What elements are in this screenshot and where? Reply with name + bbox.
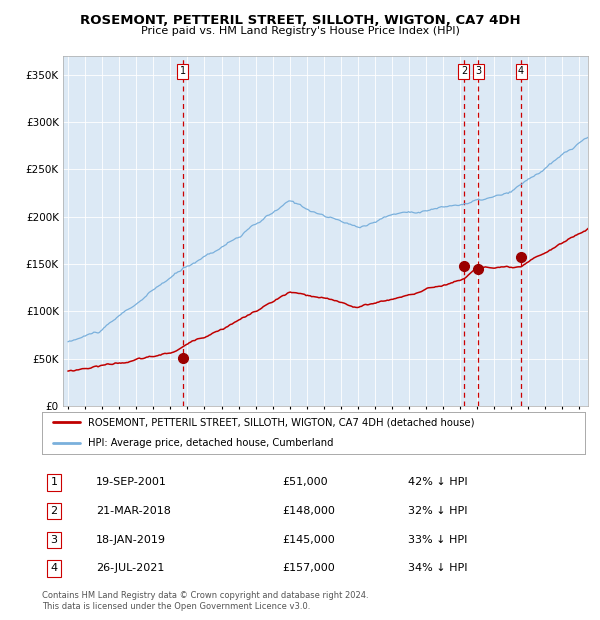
Text: ROSEMONT, PETTERIL STREET, SILLOTH, WIGTON, CA7 4DH: ROSEMONT, PETTERIL STREET, SILLOTH, WIGT… (80, 14, 520, 27)
Text: 32% ↓ HPI: 32% ↓ HPI (408, 506, 467, 516)
Text: 21-MAR-2018: 21-MAR-2018 (96, 506, 171, 516)
Text: 18-JAN-2019: 18-JAN-2019 (96, 535, 166, 545)
Text: 3: 3 (475, 66, 481, 76)
Text: Contains HM Land Registry data © Crown copyright and database right 2024.
This d: Contains HM Land Registry data © Crown c… (42, 591, 368, 611)
Text: £145,000: £145,000 (282, 535, 335, 545)
Text: HPI: Average price, detached house, Cumberland: HPI: Average price, detached house, Cumb… (88, 438, 334, 448)
Text: 34% ↓ HPI: 34% ↓ HPI (408, 564, 467, 574)
Text: Price paid vs. HM Land Registry's House Price Index (HPI): Price paid vs. HM Land Registry's House … (140, 26, 460, 36)
Text: 26-JUL-2021: 26-JUL-2021 (96, 564, 164, 574)
Text: 3: 3 (50, 535, 58, 545)
Text: 1: 1 (179, 66, 186, 76)
Text: 19-SEP-2001: 19-SEP-2001 (96, 477, 167, 487)
Text: 33% ↓ HPI: 33% ↓ HPI (408, 535, 467, 545)
Text: 2: 2 (461, 66, 467, 76)
Text: 4: 4 (50, 564, 58, 574)
Text: ROSEMONT, PETTERIL STREET, SILLOTH, WIGTON, CA7 4DH (detached house): ROSEMONT, PETTERIL STREET, SILLOTH, WIGT… (88, 417, 475, 427)
Text: 2: 2 (50, 506, 58, 516)
Text: 1: 1 (50, 477, 58, 487)
Text: £51,000: £51,000 (282, 477, 328, 487)
Text: 42% ↓ HPI: 42% ↓ HPI (408, 477, 467, 487)
Text: £148,000: £148,000 (282, 506, 335, 516)
Text: 4: 4 (518, 66, 524, 76)
Text: £157,000: £157,000 (282, 564, 335, 574)
